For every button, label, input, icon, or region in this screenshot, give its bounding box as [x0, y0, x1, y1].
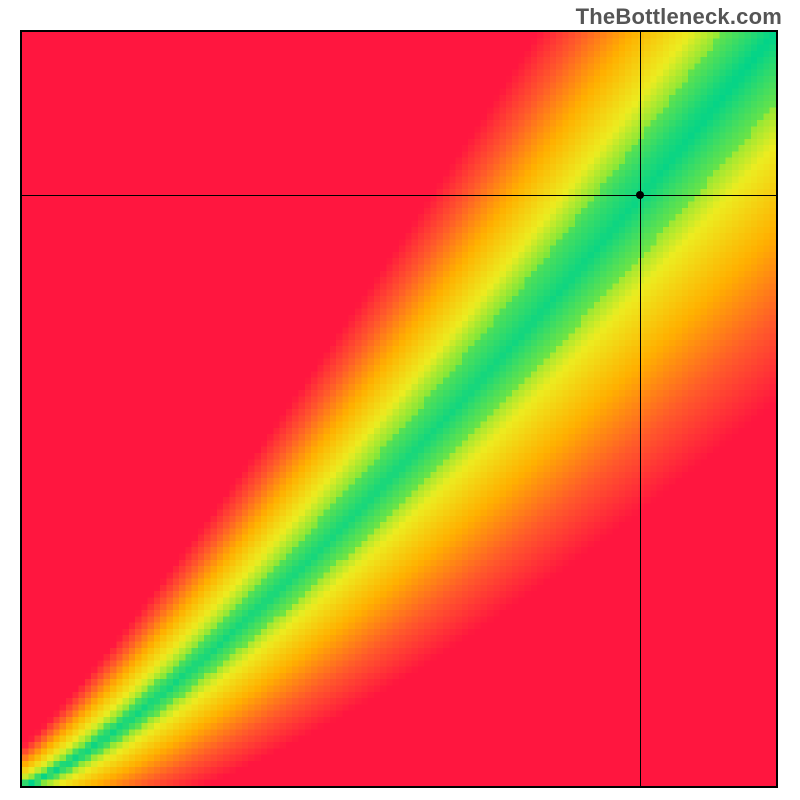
crosshair-vertical	[640, 32, 641, 786]
heatmap-canvas	[22, 32, 776, 786]
crosshair-marker	[636, 191, 644, 199]
crosshair-horizontal	[22, 195, 776, 196]
chart-frame: TheBottleneck.com	[0, 0, 800, 800]
attribution-text: TheBottleneck.com	[576, 4, 782, 30]
heatmap-plot	[20, 30, 778, 788]
